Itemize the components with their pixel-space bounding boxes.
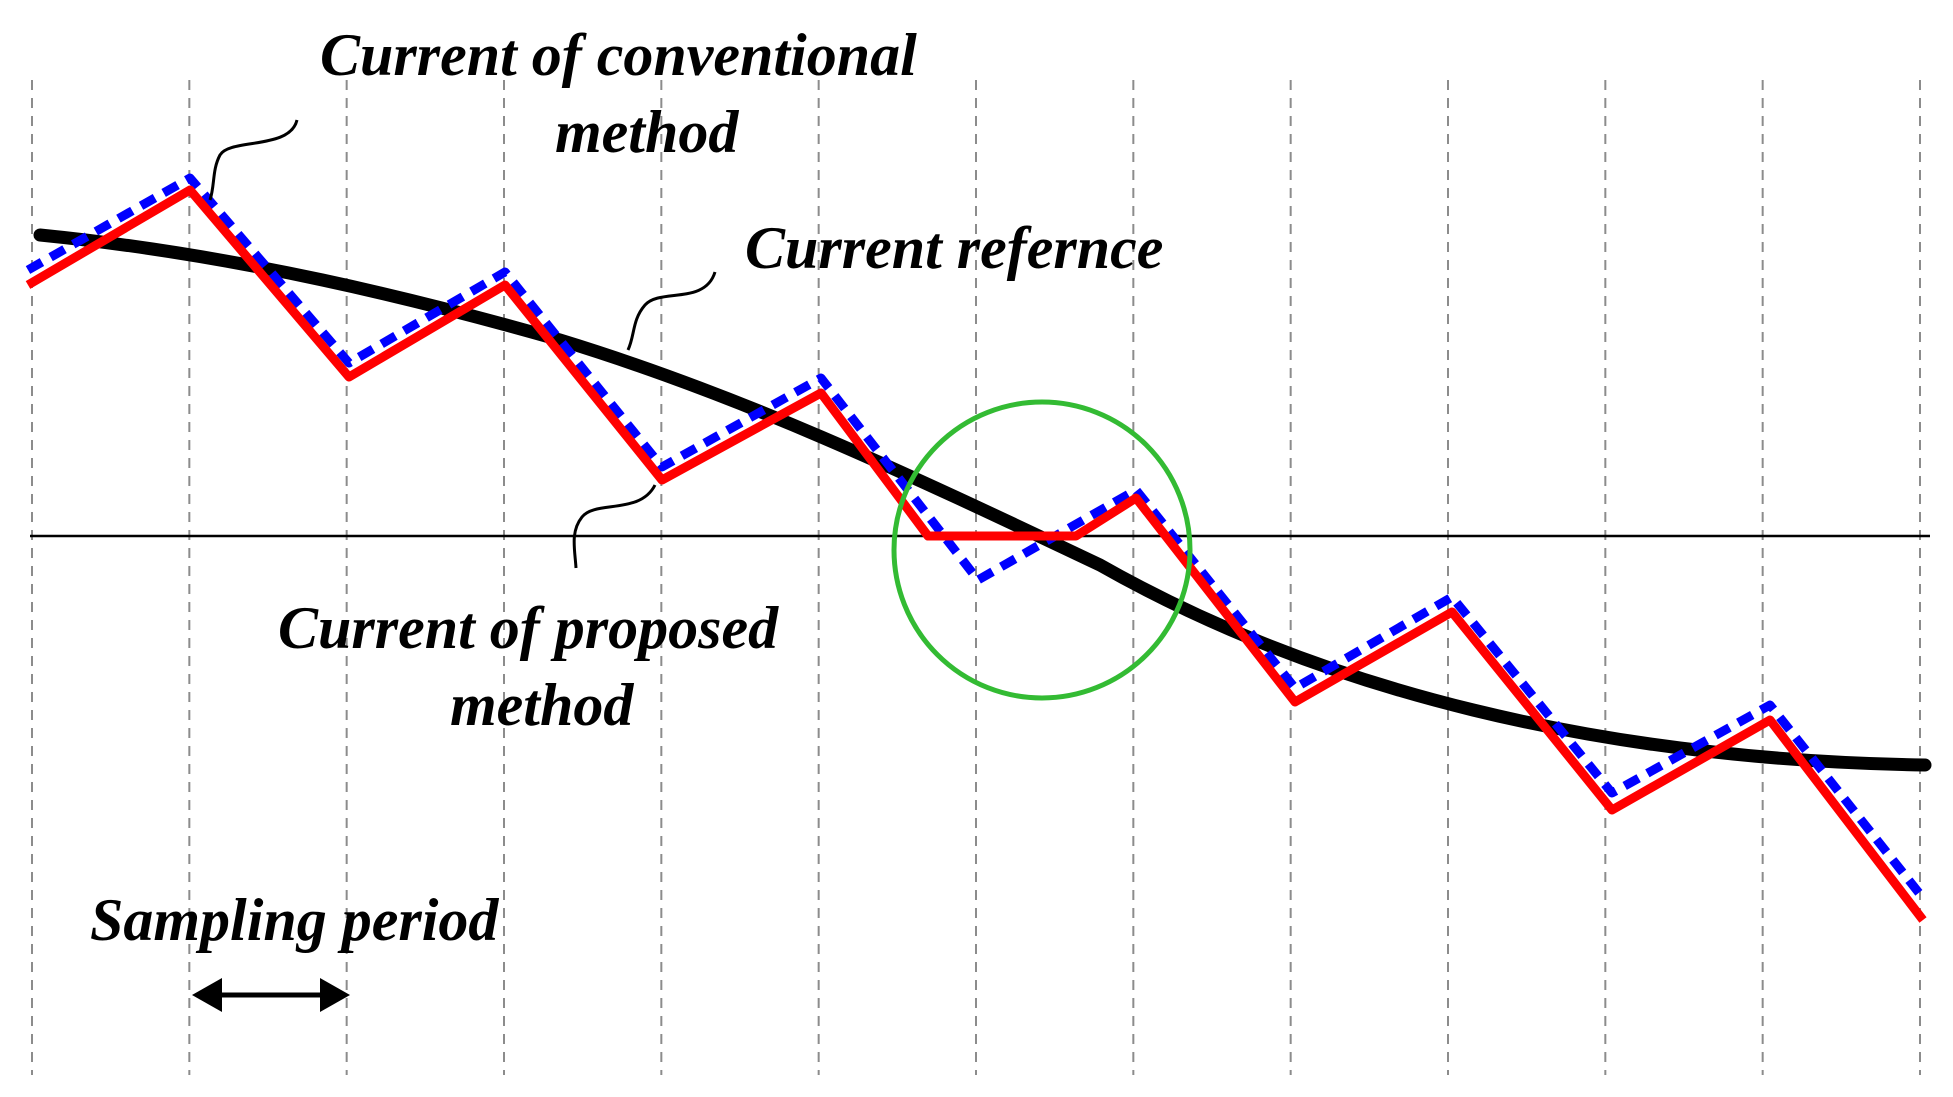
conventional-method-current (25, 173, 1927, 901)
proposed-leader (572, 484, 657, 569)
highlight-circle (891, 399, 1193, 701)
reference-label: Current refernce (745, 215, 1163, 281)
sampling-period-arrow (192, 978, 350, 1012)
reference-leader (626, 271, 717, 351)
conventional-leader (208, 119, 299, 201)
conventional-label-line2: method (555, 99, 739, 165)
proposed-method-current (25, 185, 1927, 923)
sampling-period-label: Sampling period (90, 887, 499, 953)
conventional-label-line1: Current of conventional (320, 22, 917, 88)
proposed-label-line2: method (450, 672, 634, 738)
proposed-label-line1: Current of proposed (278, 595, 779, 661)
